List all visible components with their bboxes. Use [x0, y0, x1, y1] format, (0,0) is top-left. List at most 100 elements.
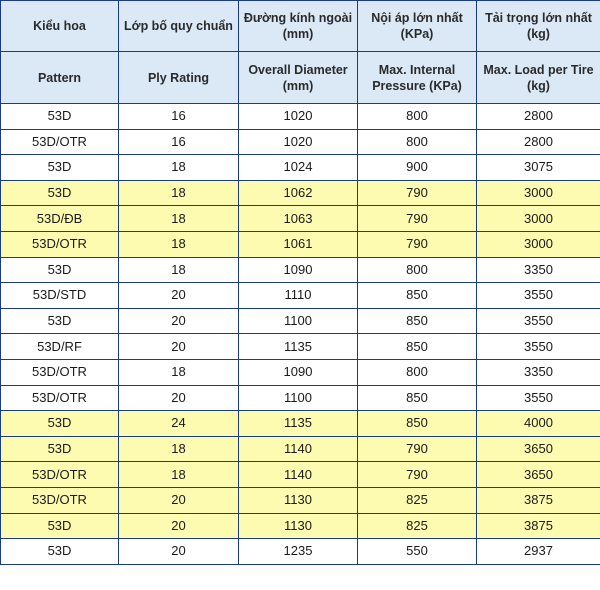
- header-row-vietnamese: Kiểu hoa Lớp bố quy chuẩn Đường kính ngo…: [0, 0, 600, 52]
- cell-overall-diameter: 1135: [238, 333, 358, 360]
- table-row: 53D/OTR 18 1140 790 3650: [0, 461, 600, 488]
- header-max-load-en: Max. Load per Tire (kg): [476, 51, 600, 104]
- table-row: 53D 20 1235 550 2937: [0, 538, 600, 565]
- cell-overall-diameter: 1020: [238, 128, 358, 156]
- cell-pattern: 53D/OTR: [0, 461, 119, 488]
- cell-overall-diameter: 1062: [238, 179, 358, 207]
- cell-max-pressure: 790: [357, 461, 477, 488]
- cell-max-load: 3550: [476, 282, 600, 309]
- cell-ply-rating: 24: [118, 410, 239, 437]
- cell-max-load: 3000: [476, 205, 600, 232]
- table-row: 53D 18 1024 900 3075: [0, 154, 600, 181]
- cell-max-load: 3350: [476, 256, 600, 284]
- table-row: 53D/ĐB 18 1063 790 3000: [0, 205, 600, 232]
- header-pattern-vn: Kiểu hoa: [0, 0, 119, 52]
- header-max-load-vn: Tải trọng lớn nhất (kg): [476, 0, 600, 52]
- cell-max-load: 3075: [476, 154, 600, 181]
- table-row: 53D 18 1090 800 3350: [0, 256, 600, 284]
- table-row: 53D/OTR 20 1100 850 3550: [0, 384, 600, 412]
- cell-ply-rating: 16: [118, 128, 239, 156]
- cell-ply-rating: 20: [118, 512, 239, 540]
- table-body: 53D 16 1020 800 2800 53D/OTR 16 1020 800 2800 53D 1…: [0, 103, 600, 565]
- header-row-english: Pattern Ply Rating Overall Diameter (mm)…: [0, 51, 600, 104]
- cell-pattern: 53D/OTR: [0, 358, 119, 386]
- cell-overall-diameter: 1110: [238, 282, 358, 309]
- header-ply-rating-vn: Lớp bố quy chuẩn: [118, 0, 239, 52]
- table-row: 53D 20 1130 825 3875: [0, 512, 600, 540]
- cell-max-load: 3550: [476, 384, 600, 412]
- cell-max-load: 2937: [476, 538, 600, 565]
- cell-max-load: 3650: [476, 435, 600, 463]
- header-ply-rating-en: Ply Rating: [118, 51, 239, 104]
- cell-overall-diameter: 1024: [238, 154, 358, 181]
- cell-pattern: 53D/ĐB: [0, 205, 119, 232]
- cell-max-load: 3550: [476, 307, 600, 335]
- cell-pattern: 53D: [0, 179, 119, 207]
- cell-ply-rating: 18: [118, 256, 239, 284]
- cell-max-pressure: 850: [357, 384, 477, 412]
- table-header: Kiểu hoa Lớp bố quy chuẩn Đường kính ngo…: [0, 0, 600, 104]
- cell-max-pressure: 800: [357, 256, 477, 284]
- cell-pattern: 53D/OTR: [0, 384, 119, 412]
- cell-ply-rating: 20: [118, 486, 239, 514]
- cell-max-load: 3875: [476, 512, 600, 540]
- cell-max-load: 3650: [476, 461, 600, 488]
- cell-max-pressure: 800: [357, 103, 477, 130]
- cell-max-pressure: 825: [357, 512, 477, 540]
- cell-overall-diameter: 1135: [238, 410, 358, 437]
- cell-max-pressure: 790: [357, 435, 477, 463]
- cell-overall-diameter: 1100: [238, 307, 358, 335]
- table-row: 53D 16 1020 800 2800: [0, 103, 600, 130]
- cell-ply-rating: 18: [118, 435, 239, 463]
- table-row: 53D 18 1140 790 3650: [0, 435, 600, 463]
- cell-ply-rating: 18: [118, 154, 239, 181]
- header-overall-diameter-vn: Đường kính ngoài (mm): [238, 0, 358, 52]
- cell-ply-rating: 20: [118, 538, 239, 565]
- cell-pattern: 53D/OTR: [0, 128, 119, 156]
- cell-overall-diameter: 1100: [238, 384, 358, 412]
- cell-pattern: 53D: [0, 538, 119, 565]
- cell-pattern: 53D: [0, 512, 119, 540]
- cell-max-pressure: 850: [357, 282, 477, 309]
- cell-pattern: 53D: [0, 435, 119, 463]
- cell-overall-diameter: 1090: [238, 256, 358, 284]
- cell-max-pressure: 550: [357, 538, 477, 565]
- cell-max-load: 3000: [476, 230, 600, 258]
- cell-max-pressure: 790: [357, 230, 477, 258]
- cell-max-pressure: 825: [357, 486, 477, 514]
- cell-max-load: 3350: [476, 358, 600, 386]
- cell-max-load: 3550: [476, 333, 600, 360]
- header-pattern-en: Pattern: [0, 51, 119, 104]
- cell-overall-diameter: 1061: [238, 230, 358, 258]
- cell-pattern: 53D: [0, 256, 119, 284]
- table-row: 53D/OTR 20 1130 825 3875: [0, 486, 600, 514]
- header-max-pressure-vn: Nội áp lớn nhất (KPa): [357, 0, 477, 52]
- cell-max-pressure: 850: [357, 333, 477, 360]
- cell-max-pressure: 790: [357, 205, 477, 232]
- cell-ply-rating: 16: [118, 103, 239, 130]
- table-row: 53D/STD 20 1110 850 3550: [0, 282, 600, 309]
- cell-pattern: 53D: [0, 307, 119, 335]
- cell-pattern: 53D: [0, 103, 119, 130]
- cell-ply-rating: 20: [118, 384, 239, 412]
- cell-max-pressure: 790: [357, 179, 477, 207]
- cell-ply-rating: 18: [118, 230, 239, 258]
- cell-pattern: 53D/STD: [0, 282, 119, 309]
- cell-pattern: 53D: [0, 410, 119, 437]
- cell-max-pressure: 900: [357, 154, 477, 181]
- table-row: 53D 20 1100 850 3550: [0, 307, 600, 335]
- cell-ply-rating: 18: [118, 358, 239, 386]
- cell-overall-diameter: 1130: [238, 512, 358, 540]
- cell-overall-diameter: 1235: [238, 538, 358, 565]
- cell-max-load: 4000: [476, 410, 600, 437]
- table-row: 53D 24 1135 850 4000: [0, 410, 600, 437]
- cell-max-load: 3875: [476, 486, 600, 514]
- cell-max-load: 2800: [476, 128, 600, 156]
- cell-ply-rating: 18: [118, 205, 239, 232]
- table-row: 53D 18 1062 790 3000: [0, 179, 600, 207]
- cell-ply-rating: 18: [118, 179, 239, 207]
- cell-ply-rating: 20: [118, 307, 239, 335]
- cell-overall-diameter: 1020: [238, 103, 358, 130]
- cell-max-pressure: 800: [357, 358, 477, 386]
- cell-max-load: 3000: [476, 179, 600, 207]
